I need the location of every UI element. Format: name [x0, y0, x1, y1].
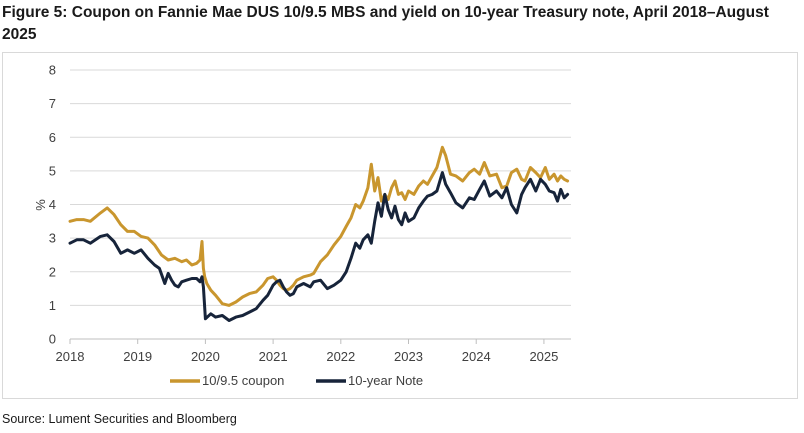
x-tick-label-2020: 2020 [191, 349, 220, 364]
x-tick-label-2019: 2019 [123, 349, 152, 364]
source-note: Source: Lument Securities and Bloomberg [2, 412, 237, 426]
y-axis-label: % [33, 199, 48, 211]
legend-label-10-year-note: 10-year Note [348, 373, 423, 388]
x-tick-label-2018: 2018 [56, 349, 85, 364]
y-tick-label-1: 1 [49, 298, 56, 313]
x-tick-label-2021: 2021 [259, 349, 288, 364]
legend-label-coupon: 10/9.5 coupon [202, 373, 284, 388]
gridlines [70, 69, 571, 340]
y-tick-label-5: 5 [49, 163, 56, 178]
y-axis: 0 1 2 3 4 5 6 7 8 [49, 63, 56, 347]
chart-frame [2, 52, 798, 399]
y-tick-label-6: 6 [49, 130, 56, 145]
x-tick-label-2023: 2023 [394, 349, 423, 364]
figure-title: Figure 5: Coupon on Fannie Mae DUS 10/9.… [2, 4, 769, 43]
y-tick-label-0: 0 [49, 332, 56, 347]
x-tick-label-2024: 2024 [462, 349, 491, 364]
series-line-10-year-note [68, 171, 570, 322]
series-line-coupon [68, 145, 570, 307]
y-tick-label-4: 4 [49, 197, 56, 212]
y-tick-label-7: 7 [49, 96, 56, 111]
y-tick-label-8: 8 [49, 63, 56, 78]
x-tick-label-2022: 2022 [326, 349, 355, 364]
x-axis: 2018 2019 2020 2021 2022 2023 2024 2025 [56, 339, 558, 364]
y-tick-label-3: 3 [49, 231, 56, 246]
legend: 10/9.5 coupon 10-year Note [170, 373, 423, 388]
series-lines [68, 145, 570, 322]
y-tick-label-2: 2 [49, 264, 56, 279]
x-tick-label-2025: 2025 [529, 349, 558, 364]
